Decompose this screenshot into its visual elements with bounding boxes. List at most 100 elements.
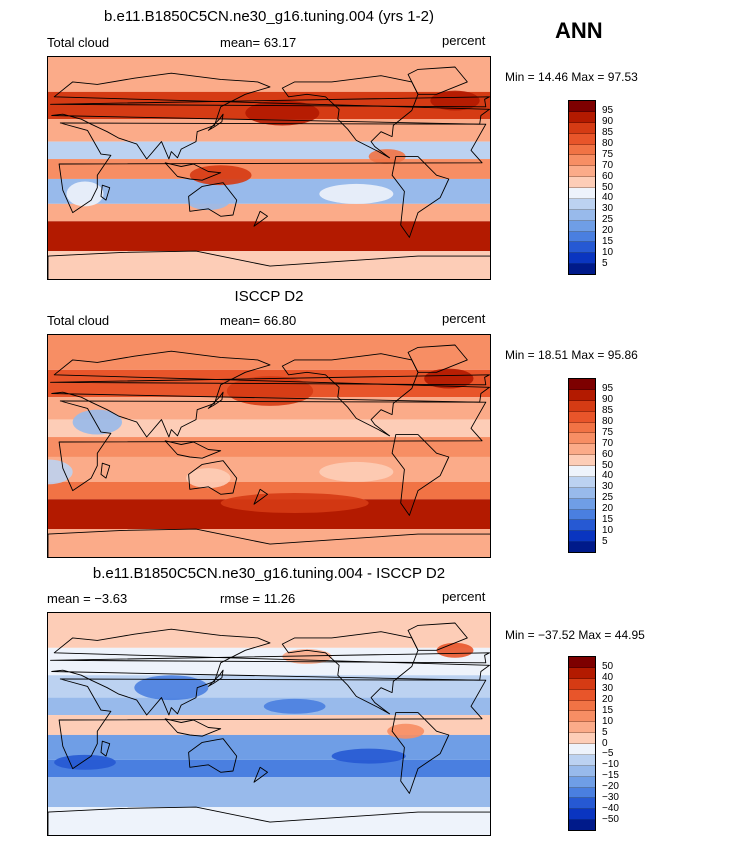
coastline-eurasia (51, 350, 490, 438)
panel-1-min-value: 14.46 (538, 70, 569, 84)
panel-1-minmax: Min = 14.46 Max = 97.53 (505, 70, 638, 84)
coastline-uk (50, 374, 490, 386)
colorbar-label: −5 (602, 748, 614, 760)
colorbar-swatch (569, 231, 595, 243)
coastline-australia (188, 460, 238, 495)
colorbar-swatch (569, 765, 595, 777)
colorbar-swatch (569, 144, 595, 156)
field-band (48, 221, 490, 252)
colorbar-label: 25 (602, 492, 614, 504)
panel-2-mean-label: mean= 66.80 (220, 313, 297, 328)
colorbar-label: 15 (602, 236, 614, 248)
colorbar-swatch (569, 444, 595, 456)
colorbar-swatch (569, 422, 595, 434)
field-band (48, 715, 490, 735)
field-band (48, 777, 490, 808)
field-band (48, 419, 490, 438)
map-svg (48, 613, 490, 835)
colorbar-swatch (569, 776, 595, 788)
colorbar-swatch (569, 166, 595, 178)
coastline-greenland (407, 66, 468, 95)
field-band (48, 734, 490, 760)
panel-2-variable-label: Total cloud (47, 313, 110, 328)
field-blob (319, 461, 394, 482)
coastline-indonesia (164, 440, 222, 459)
coastline-nz (253, 210, 268, 227)
colorbar-label: 20 (602, 225, 614, 237)
colorbar-label: 40 (602, 671, 614, 683)
panel-1-map (47, 56, 491, 280)
coastline-africa (58, 400, 487, 492)
coastline-greenland (407, 344, 468, 373)
panel-3-mean-label: mean = −3.63 (47, 591, 128, 606)
panel-3-minmax: Min = −37.52 Max = 44.95 (505, 628, 645, 642)
panel-3-max-label: Max = (578, 628, 612, 642)
colorbar-swatch (569, 101, 595, 112)
colorbar-swatch (569, 678, 595, 690)
colorbar-label: 20 (602, 693, 614, 705)
panel-1-max-label: Max = (571, 70, 605, 84)
coastline-antarctica (48, 806, 490, 835)
colorbar-label: 5 (602, 536, 608, 548)
colorbar-swatch (569, 487, 595, 499)
field-blob (134, 675, 209, 701)
coastline-africa (58, 678, 487, 770)
coastline-eurasia (51, 628, 490, 716)
colorbar-label: 95 (602, 382, 614, 394)
coastline-samerica (391, 156, 450, 238)
colorbar-label: 90 (602, 393, 614, 405)
colorbar-swatch (569, 667, 595, 679)
colorbar-label: 15 (602, 704, 614, 716)
coastline-greenland (407, 622, 468, 651)
colorbar-label: 90 (602, 115, 614, 127)
coastline-samerica (391, 712, 450, 794)
field-band (48, 203, 490, 222)
field-blob (220, 493, 369, 513)
field-blob (245, 100, 320, 126)
colorbar-swatch (569, 509, 595, 521)
coastline-madagascar (100, 462, 111, 479)
coastline-indonesia (164, 718, 222, 737)
field-blob (263, 698, 326, 714)
field-band (48, 178, 490, 204)
panel-2-map (47, 334, 491, 558)
colorbar-swatch (569, 798, 595, 810)
colorbar-swatch (569, 379, 595, 390)
field-blob (387, 723, 425, 739)
colorbar-swatch (569, 220, 595, 232)
colorbar-label: 75 (602, 426, 614, 438)
field-blob (430, 90, 480, 111)
panel-2-max-label: Max = (571, 348, 605, 362)
colorbar-swatch (569, 400, 595, 412)
colorbar-swatch (569, 722, 595, 734)
field-band (48, 397, 490, 420)
colorbar-label: 50 (602, 660, 614, 672)
field-blob (48, 459, 73, 485)
coastline-nz (253, 766, 268, 783)
colorbar-swatch (569, 155, 595, 167)
colorbar-swatch (569, 542, 595, 552)
panel-2-max-value: 95.86 (607, 348, 638, 362)
colorbar-label: 80 (602, 137, 614, 149)
field-band (48, 119, 490, 142)
panel-3-title: b.e11.B1850C5CN.ne30_g16.tuning.004 - IS… (92, 565, 446, 582)
panel-2-min-value: 18.51 (538, 348, 569, 362)
colorbar-label: 30 (602, 203, 614, 215)
colorbar-label: −40 (602, 803, 619, 815)
colorbar-swatch (569, 133, 595, 145)
colorbar-label: −50 (602, 814, 619, 826)
colorbar-swatch (569, 177, 595, 188)
colorbar-swatch (569, 111, 595, 123)
colorbar-swatch (569, 242, 595, 254)
colorbar-label: 60 (602, 170, 614, 182)
panel-1-variable-label: Total cloud (47, 35, 110, 50)
field-blob (189, 165, 252, 186)
coastline-uk (50, 652, 490, 664)
coastline-indonesia (164, 162, 222, 181)
field-band (48, 437, 490, 457)
colorbar-label: 5 (602, 726, 608, 738)
field-band (48, 675, 490, 698)
colorbar-swatch (569, 733, 595, 744)
field-blob (424, 368, 474, 389)
coastline-africa (58, 122, 487, 214)
